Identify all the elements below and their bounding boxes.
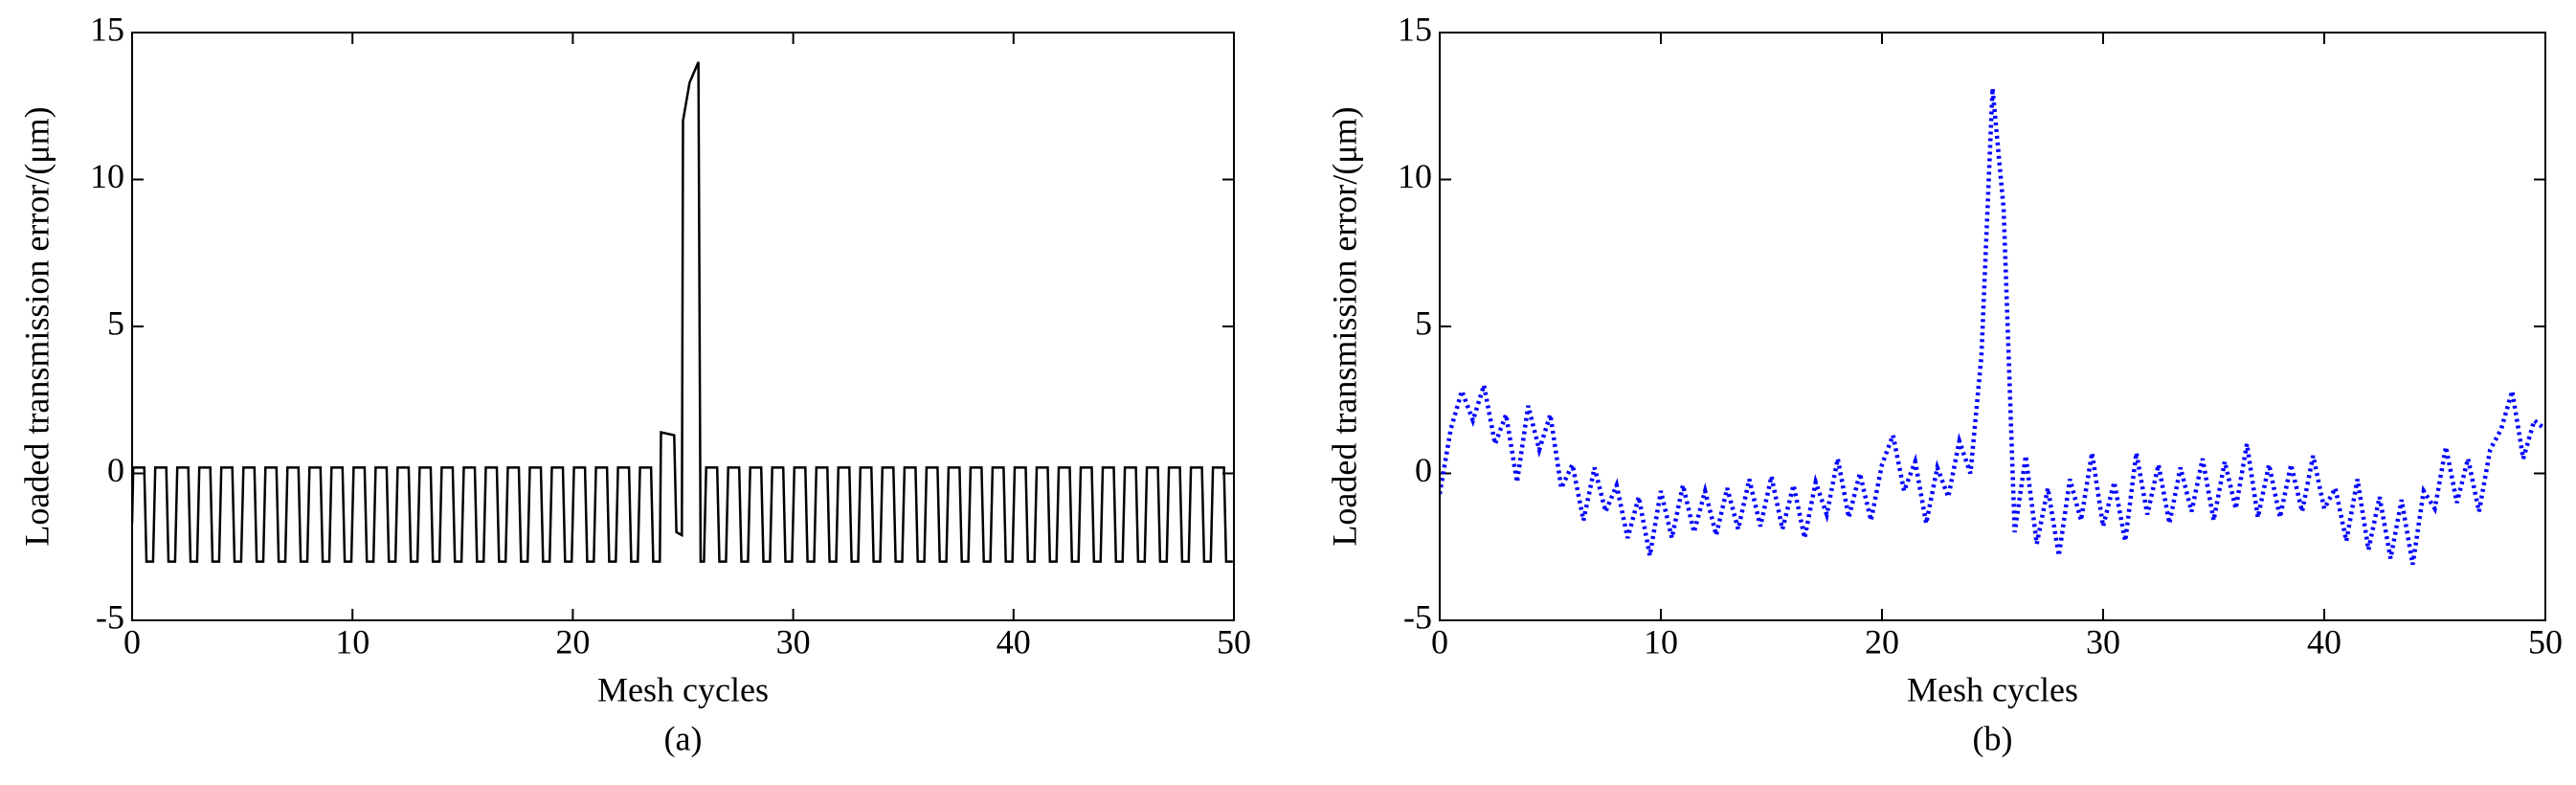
caption: (b): [1973, 719, 2013, 757]
y-tick-label: 0: [1415, 451, 1432, 489]
x-tick-label: 0: [123, 622, 141, 661]
x-axis-label: Mesh cycles: [597, 670, 769, 708]
y-tick-label: 15: [90, 10, 124, 48]
x-tick-label: 10: [335, 622, 370, 661]
y-tick-label: 0: [107, 451, 124, 489]
y-tick-label: 5: [107, 303, 124, 342]
x-tick-label: 20: [1865, 622, 1899, 661]
x-tick-label: 50: [1217, 622, 1251, 661]
x-tick-label: 0: [1431, 622, 1448, 661]
y-tick-label: 15: [1398, 10, 1432, 48]
plot-area: [132, 61, 1233, 563]
x-tick-label: 20: [555, 622, 590, 661]
y-tick-label: -5: [96, 597, 124, 636]
y-tick-label: 10: [1398, 157, 1432, 195]
x-tick-label: 40: [997, 622, 1031, 661]
x-tick-label: 10: [1644, 622, 1678, 661]
y-tick-label: 10: [90, 157, 124, 195]
plot-area: [1440, 88, 2545, 566]
x-axis-label: Mesh cycles: [1907, 670, 2078, 708]
axes-box: [131, 32, 1235, 621]
y-axis-label: Loaded transmission error/(μm): [17, 106, 56, 546]
x-tick-label: 50: [2528, 622, 2563, 661]
axes-box: [1439, 32, 2546, 621]
x-tick-label: 30: [776, 622, 811, 661]
y-tick-label: 5: [1415, 303, 1432, 342]
data-line: [132, 61, 1233, 563]
caption: (a): [664, 719, 703, 757]
data-line: [1440, 88, 2545, 566]
y-axis-label: Loaded transmission error/(μm): [1325, 106, 1363, 546]
y-tick-label: -5: [1403, 597, 1432, 636]
x-tick-label: 40: [2307, 622, 2341, 661]
x-tick-label: 30: [2086, 622, 2120, 661]
